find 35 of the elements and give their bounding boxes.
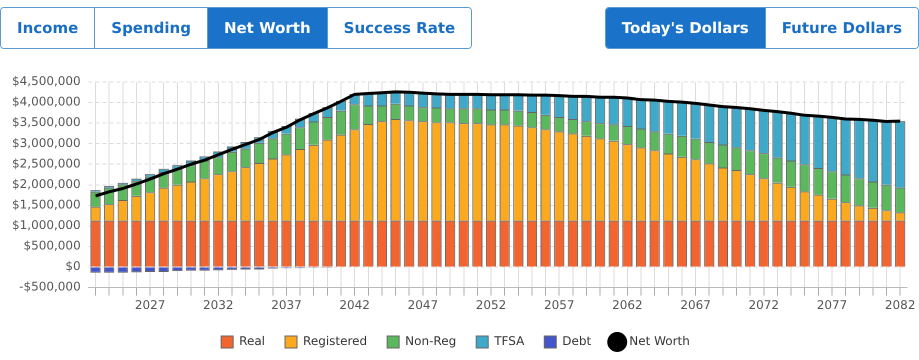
y-tick-label: $2,000,000 [12,176,81,191]
x-tick-label: 2062 [612,298,643,312]
y-tick-label: $1,500,000 [12,197,81,212]
y-tick-label: $4,000,000 [12,94,81,109]
y-tick-label: $1,000,000 [12,218,81,232]
text: Income [1,8,94,48]
legend-label: Real [239,334,266,348]
y-tick-label: $500,000 [23,238,81,253]
legend-label: Registered [303,334,368,348]
x-tick-label: 2082 [884,298,916,312]
text: Future Dollars [764,8,918,48]
y-tick-label: $0 [65,259,81,274]
x-tick-label: 2072 [748,298,780,312]
x-tick-label: 2077 [816,298,848,312]
x-tick-label: 2052 [476,298,506,312]
y-tick-label: $2,500,000 [12,156,81,170]
x-tick-label: 2037 [271,298,302,312]
y-tick-label: -$500,000 [19,280,81,294]
x-tick-label: 2067 [680,298,711,312]
text: Success Rate [326,8,472,48]
legend-label: Debt [562,334,592,348]
x-tick-label: 2047 [408,298,438,312]
y-tick-label: $3,500,000 [12,115,81,130]
text: Net Worth [206,8,327,48]
legend-label: Net Worth [629,334,690,348]
x-tick-label: 2027 [134,298,166,312]
legend-label: TFSA [493,334,526,348]
x-tick-label: 2042 [339,298,370,312]
legend-label: Non-Reg [405,334,456,348]
y-tick-label: $3,000,000 [12,136,81,150]
text: Spending [94,8,207,48]
x-tick-label: 2032 [202,298,234,312]
text: Today's Dollars [606,8,765,48]
y-tick-label: $4,500,000 [12,74,81,88]
x-tick-label: 2057 [544,298,574,312]
